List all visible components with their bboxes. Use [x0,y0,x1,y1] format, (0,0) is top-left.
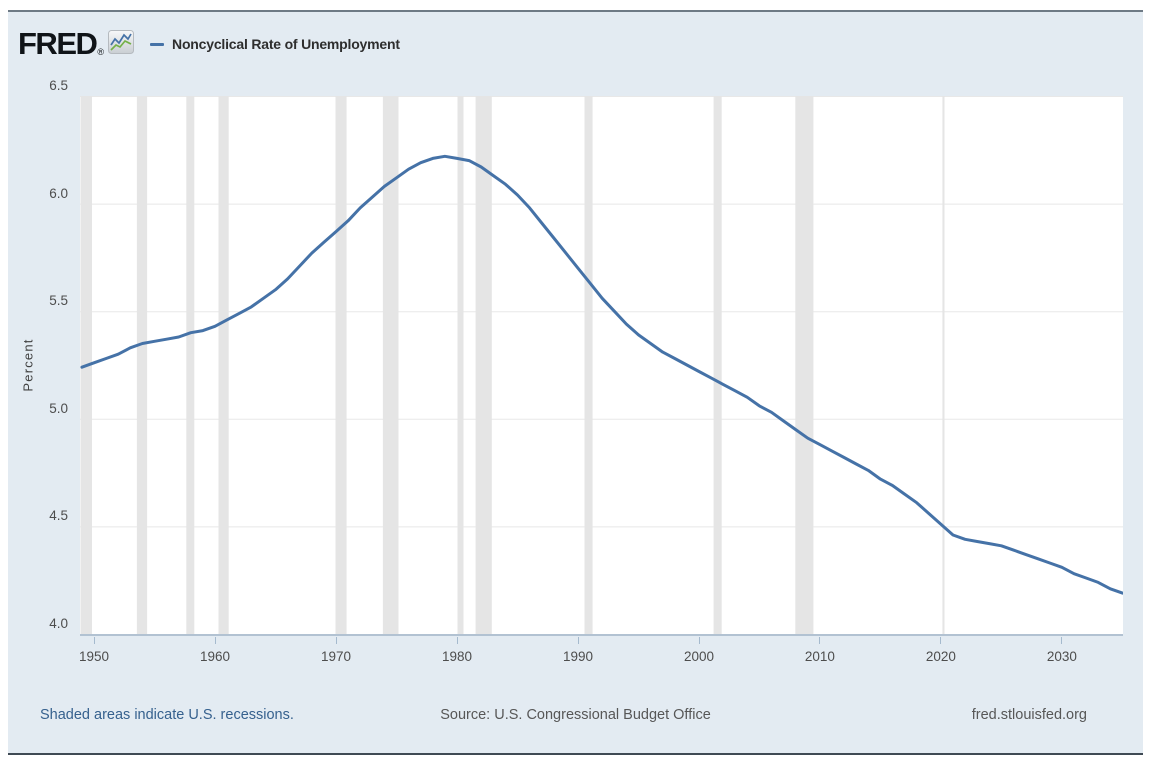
chart-svg[interactable] [80,96,1123,634]
legend: Noncyclical Rate of Unemployment [150,36,400,52]
x-tick-label: 1950 [78,649,110,664]
y-tick-label: 4.0 [49,616,68,631]
x-tick-mark [456,637,458,644]
x-tick-mark [93,637,95,644]
recession-band [382,96,399,634]
x-tick-mark [335,637,337,644]
x-tick-mark [698,637,700,644]
y-axis-title: Percent [20,338,36,392]
y-tick-label: 4.5 [49,508,68,524]
source-attribution: Source: U.S. Congressional Budget Office [440,707,711,723]
x-tick-label: 2020 [925,649,956,664]
fred-logo[interactable]: FRED [18,26,98,61]
x-tick-label: 2030 [1046,649,1077,664]
y-tick-label: 6.5 [49,78,68,93]
recession-band [475,96,492,634]
x-tick-label: 1960 [199,649,231,664]
y-tick-label: 5.0 [49,400,68,416]
x-tick-mark [214,637,216,644]
y-tick-label: 5.5 [49,293,68,309]
fred-site-link[interactable]: fred.stlouisfed.org [971,707,1087,723]
recession-band [457,96,464,634]
x-tick-label: 1980 [441,649,473,664]
fred-sparkline-icon [108,29,135,59]
x-tick-label: 1990 [562,649,594,664]
chart-header: FRED ® Noncyclical Rate of Unemployment [18,28,400,60]
registered-trademark-symbol: ® [97,47,105,57]
recession-band [186,96,195,634]
x-axis-line [80,634,1123,636]
recession-band [218,96,229,634]
recession-shading-note[interactable]: Shaded areas indicate U.S. recessions. [40,707,294,723]
x-tick-label: 1970 [320,649,352,664]
chart-canvas: FRED ® Noncyclical Rate of Unemployment … [8,10,1143,755]
x-tick-mark [577,637,579,644]
recession-band [136,96,148,634]
legend-line-swatch [150,42,165,46]
x-tick-label: 2000 [683,649,715,664]
recession-band [335,96,347,634]
recession-band [795,96,814,634]
legend-series-label: Noncyclical Rate of Unemployment [172,36,400,52]
series-line [80,154,1123,595]
recession-band [584,96,593,634]
plot-area[interactable] [80,96,1123,634]
x-tick-mark [940,637,942,644]
x-tick-label: 2010 [804,649,835,664]
recession-band [942,96,945,634]
recession-band [713,96,722,634]
x-tick-mark [1061,637,1063,644]
y-tick-label: 6.0 [49,185,68,201]
x-tick-mark [819,637,821,644]
